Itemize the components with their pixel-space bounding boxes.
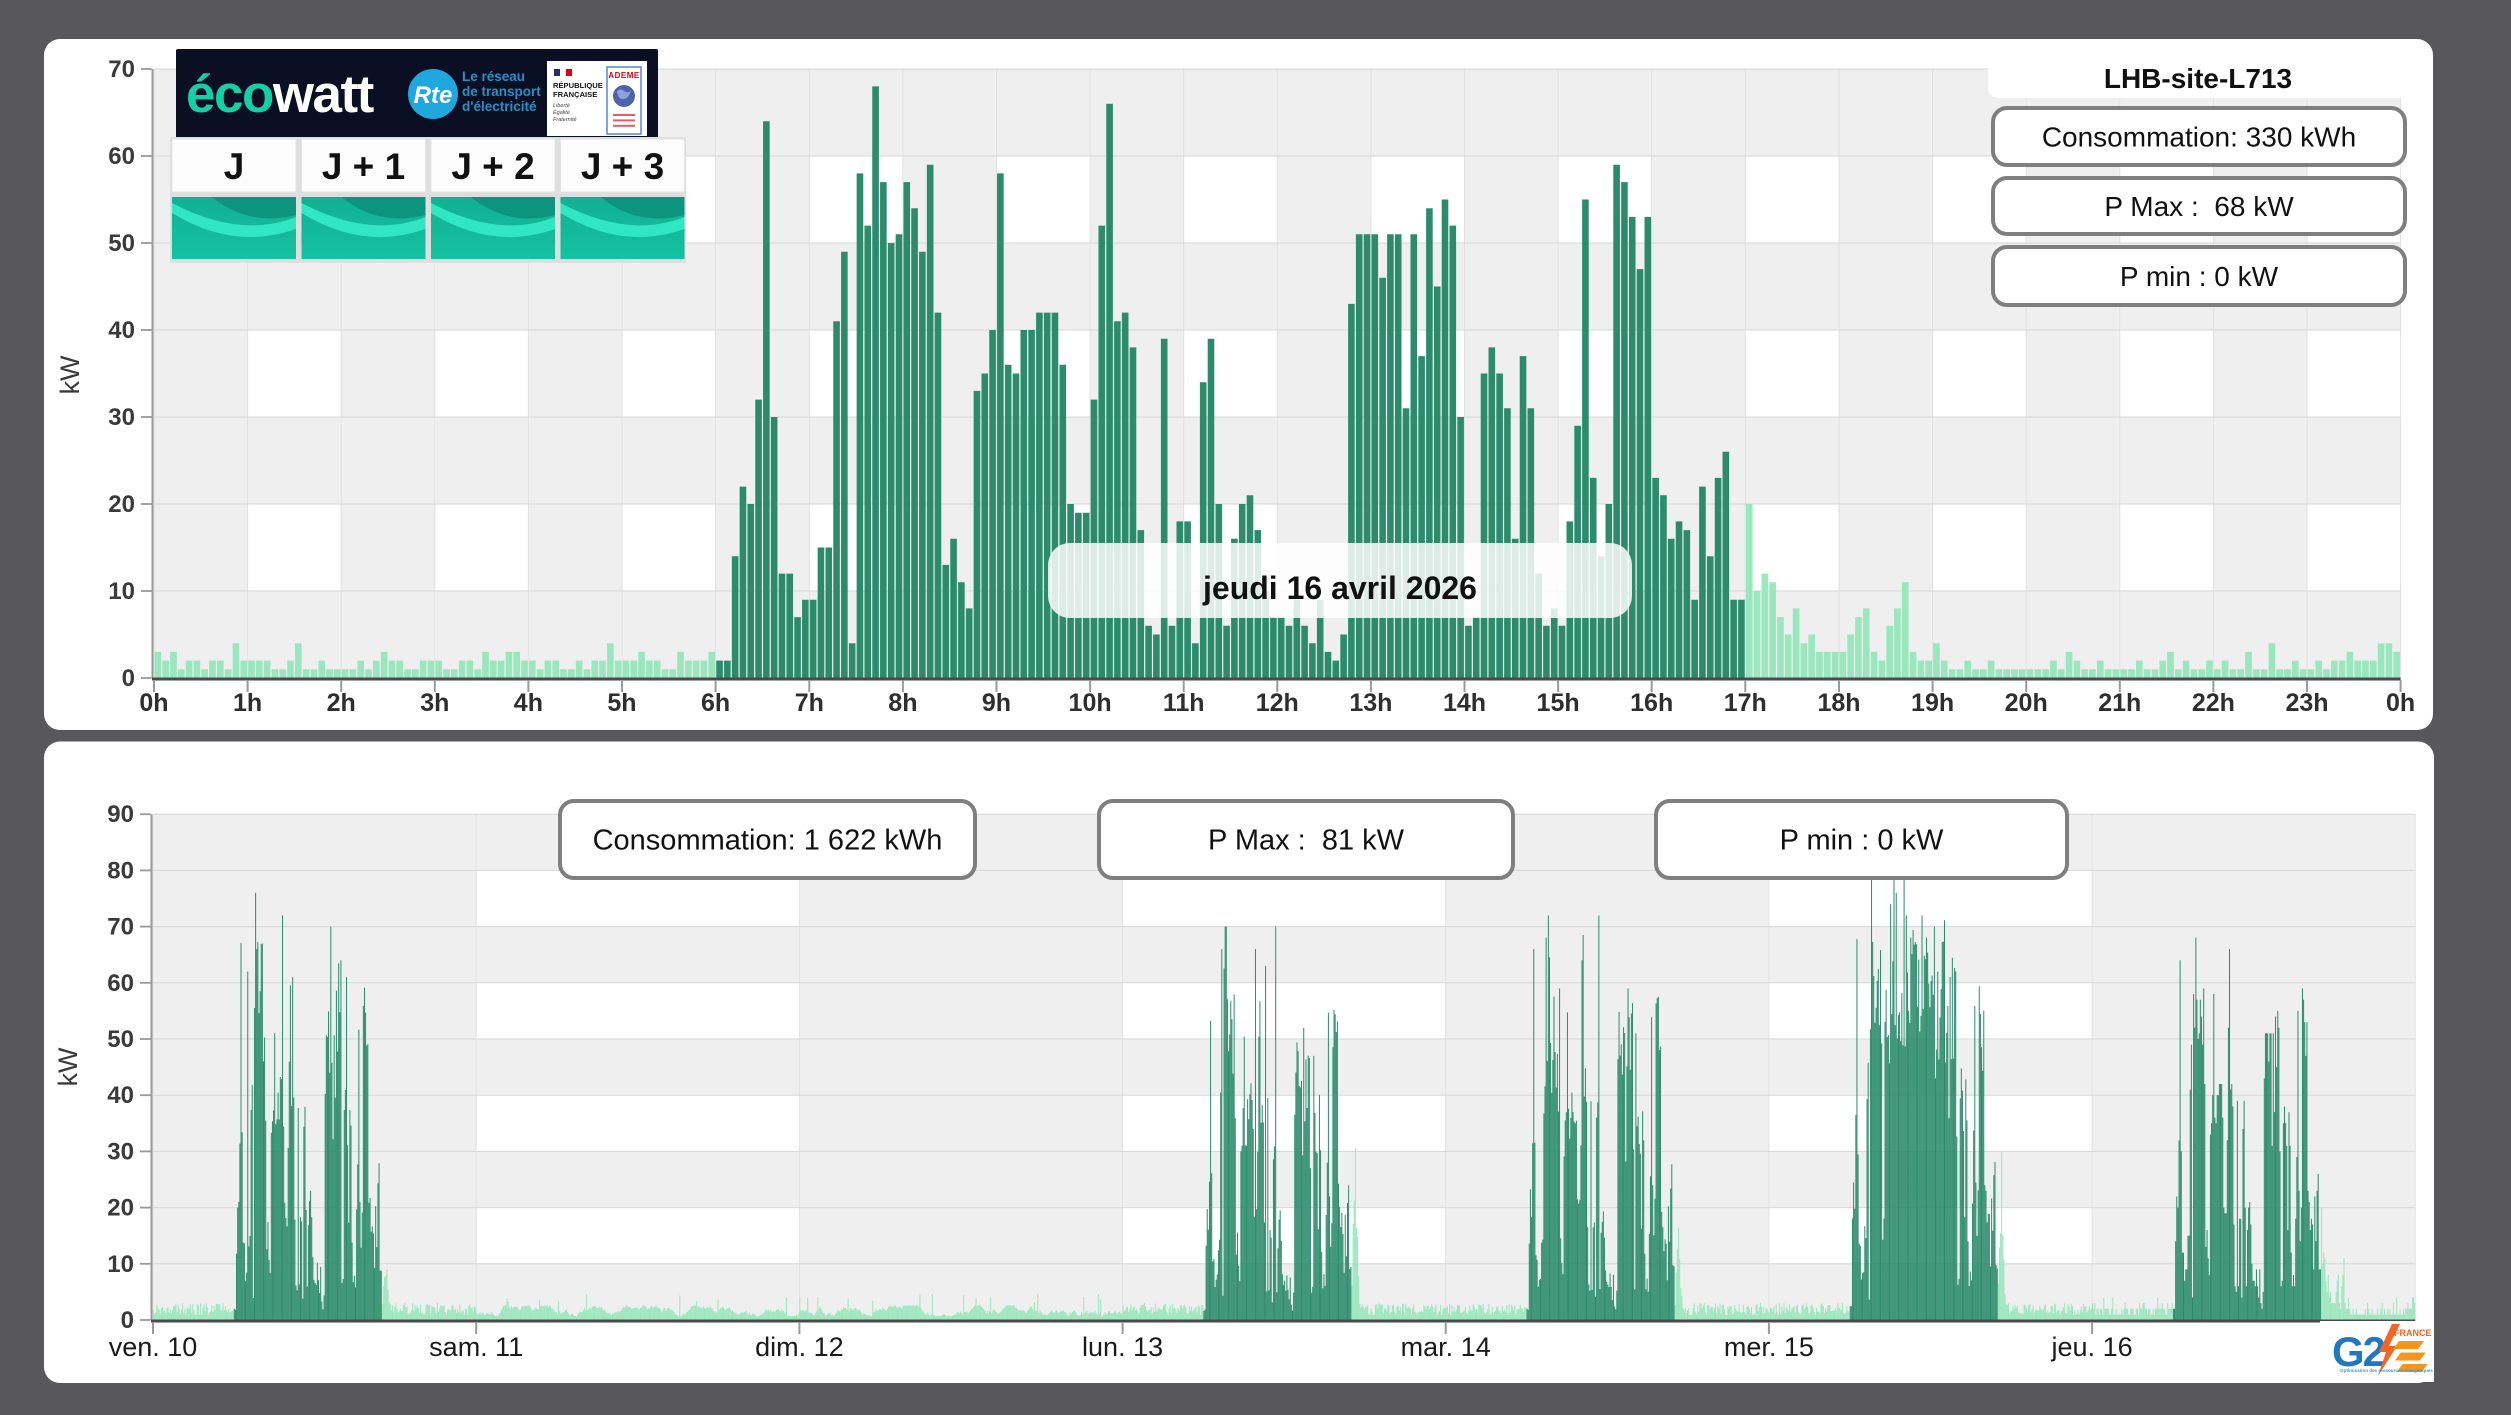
svg-text:kW: kW <box>53 1047 83 1087</box>
svg-text:jeudi 16 avril 2026: jeudi 16 avril 2026 <box>1202 570 1477 606</box>
svg-text:mer. 15: mer. 15 <box>1724 1332 1814 1362</box>
svg-text:J + 3: J + 3 <box>581 146 664 187</box>
svg-text:20h: 20h <box>2005 689 2048 717</box>
svg-text:40: 40 <box>108 317 135 344</box>
svg-text:30: 30 <box>108 404 135 431</box>
svg-text:20: 20 <box>107 1195 134 1222</box>
svg-text:P Max : 68 kW: P Max : 68 kW <box>2104 191 2294 222</box>
svg-text:15h: 15h <box>1537 689 1580 717</box>
svg-text:FRANÇAISE: FRANÇAISE <box>553 90 597 99</box>
svg-text:8h: 8h <box>888 689 917 717</box>
svg-text:J + 1: J + 1 <box>322 146 405 187</box>
svg-text:4h: 4h <box>514 689 543 717</box>
svg-text:16h: 16h <box>1630 689 1673 717</box>
svg-text:Le réseau: Le réseau <box>462 69 525 84</box>
svg-text:P Max : 81 kW: P Max : 81 kW <box>1208 825 1405 857</box>
svg-text:22h: 22h <box>2192 689 2235 717</box>
svg-text:d'électricité: d'électricité <box>462 99 537 114</box>
svg-text:50: 50 <box>108 230 135 257</box>
svg-text:2h: 2h <box>327 689 356 717</box>
svg-text:Consommation: 1 622 kWh: Consommation: 1 622 kWh <box>593 825 943 857</box>
svg-text:7h: 7h <box>795 689 824 717</box>
svg-text:P min : 0 kW: P min : 0 kW <box>2120 261 2279 292</box>
svg-text:de transport: de transport <box>462 84 541 99</box>
svg-text:ADEME: ADEME <box>608 71 640 80</box>
svg-text:FRANCE: FRANCE <box>2394 1328 2432 1338</box>
svg-text:1h: 1h <box>233 689 262 717</box>
svg-text:0: 0 <box>122 665 135 692</box>
svg-text:10h: 10h <box>1069 689 1112 717</box>
svg-text:J + 2: J + 2 <box>451 146 534 187</box>
svg-text:G2: G2 <box>2332 1328 2385 1375</box>
svg-text:40: 40 <box>107 1082 134 1109</box>
svg-text:50: 50 <box>107 1026 134 1053</box>
svg-text:13h: 13h <box>1349 689 1392 717</box>
svg-text:21h: 21h <box>2098 689 2141 717</box>
svg-text:6h: 6h <box>701 689 730 717</box>
svg-text:10: 10 <box>108 578 135 605</box>
svg-text:23h: 23h <box>2285 689 2328 717</box>
svg-text:jeu. 16: jeu. 16 <box>2051 1332 2133 1362</box>
svg-text:P min : 0 kW: P min : 0 kW <box>1780 825 1944 857</box>
svg-text:kW: kW <box>55 355 85 395</box>
svg-text:ven. 10: ven. 10 <box>109 1332 198 1362</box>
svg-text:Fraternité: Fraternité <box>553 117 577 123</box>
svg-text:0: 0 <box>121 1307 134 1334</box>
svg-text:mar. 14: mar. 14 <box>1401 1332 1491 1362</box>
svg-text:sam. 11: sam. 11 <box>429 1332 523 1362</box>
svg-text:0h: 0h <box>139 689 168 717</box>
svg-text:30: 30 <box>107 1138 134 1165</box>
svg-text:60: 60 <box>107 970 134 997</box>
svg-text:9h: 9h <box>982 689 1011 717</box>
svg-text:10: 10 <box>107 1251 134 1278</box>
svg-text:Rte: Rte <box>414 82 453 109</box>
svg-text:17h: 17h <box>1724 689 1767 717</box>
svg-text:Liberté: Liberté <box>553 103 570 109</box>
svg-text:Consommation: 330 kWh: Consommation: 330 kWh <box>2042 122 2356 153</box>
svg-text:80: 80 <box>107 857 134 884</box>
svg-text:20: 20 <box>108 491 135 518</box>
svg-text:90: 90 <box>107 801 134 828</box>
svg-text:Optimisation des ressources én: Optimisation des ressources énergétiques <box>2340 1368 2433 1373</box>
svg-text:60: 60 <box>108 143 135 170</box>
svg-text:écowatt: écowatt <box>186 65 374 124</box>
svg-text:J: J <box>224 146 245 187</box>
svg-text:lun. 13: lun. 13 <box>1082 1332 1163 1362</box>
svg-text:5h: 5h <box>607 689 636 717</box>
svg-text:19h: 19h <box>1911 689 1954 717</box>
svg-text:12h: 12h <box>1256 689 1299 717</box>
svg-text:70: 70 <box>107 914 134 941</box>
svg-text:dim. 12: dim. 12 <box>755 1332 844 1362</box>
svg-text:0h: 0h <box>2386 689 2415 717</box>
svg-text:70: 70 <box>108 56 135 83</box>
svg-text:18h: 18h <box>1817 689 1860 717</box>
svg-text:3h: 3h <box>420 689 449 717</box>
svg-text:11h: 11h <box>1163 689 1205 717</box>
svg-text:RÉPUBLIQUE: RÉPUBLIQUE <box>553 81 603 90</box>
svg-text:LHB-site-L713: LHB-site-L713 <box>2104 63 2292 94</box>
svg-text:14h: 14h <box>1443 689 1486 717</box>
svg-text:Égalité: Égalité <box>553 109 570 116</box>
